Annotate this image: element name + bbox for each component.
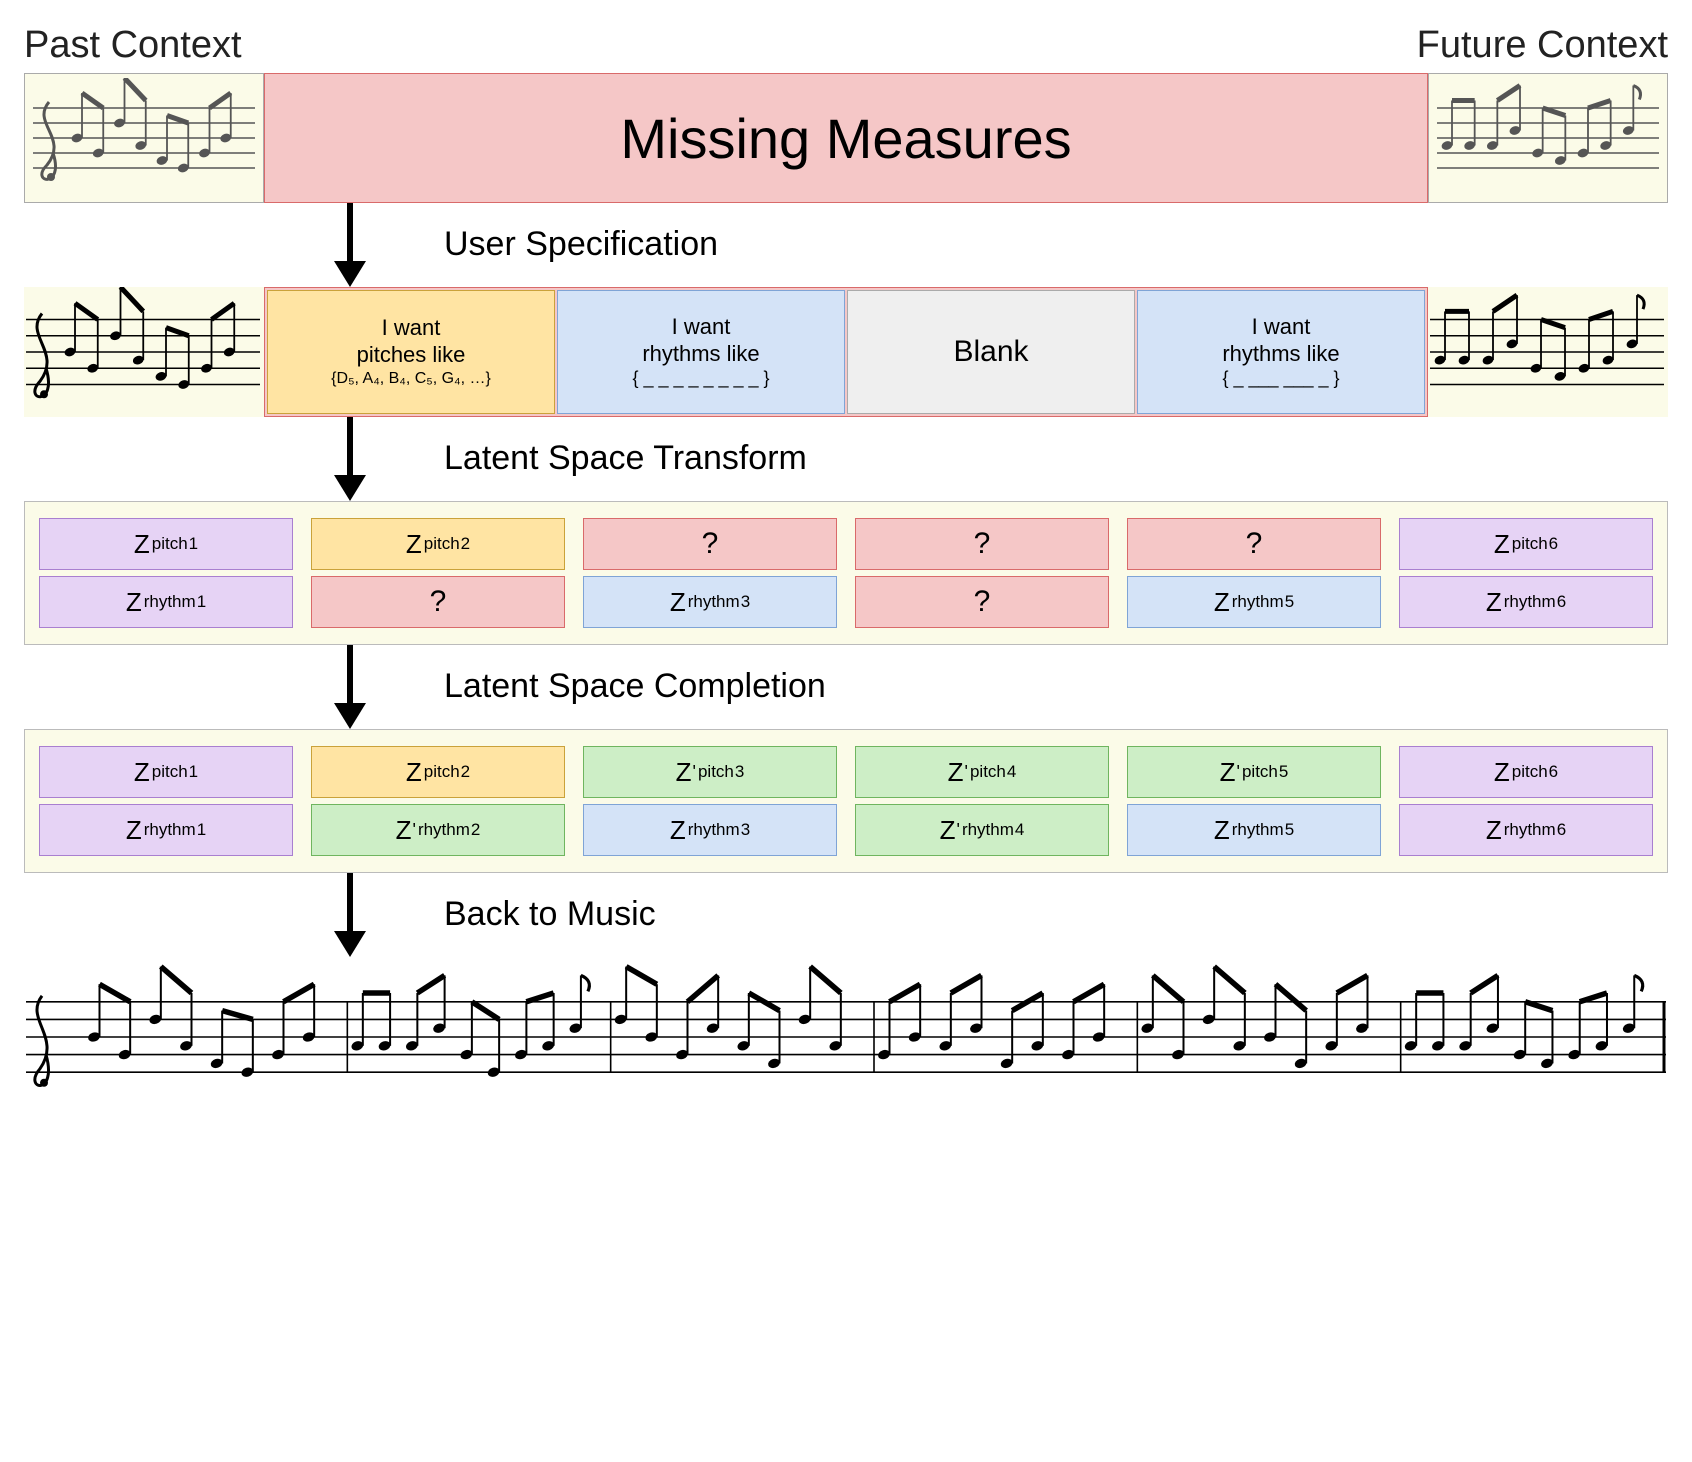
latent-transform-rhythm-row: Zrhythm1? Zrhythm3? Zrhythm5 Zrhythm6 (39, 576, 1653, 628)
z-rhythm-2: Z'rhythm2 (311, 804, 565, 856)
z-pitch-4: Z'pitch4 (855, 746, 1109, 798)
arrow-4-wrap: Back to Music (24, 873, 1668, 957)
z-rhythm-3: Zrhythm3 (583, 804, 837, 856)
z-rhythm-1: Zrhythm1 (39, 804, 293, 856)
spec-rhythm2-line1: I want (1252, 314, 1311, 341)
step-1-label: User Specification (444, 225, 718, 264)
z-rhythm-6: Zrhythm6 (1399, 576, 1653, 628)
past-context-score (24, 73, 264, 203)
z-rhythm-3: Zrhythm3 (583, 576, 837, 628)
z-unknown: ? (855, 576, 1109, 628)
latent-complete-rhythm-row: Zrhythm1 Z'rhythm2 Zrhythm3 Z'rhythm4 Zrhyth… (39, 804, 1653, 856)
z-unknown: ? (1127, 518, 1381, 570)
step-4-label: Back to Music (444, 895, 656, 934)
arrow-2-wrap: Latent Space Transform (24, 417, 1668, 501)
z-pitch-1: Zpitch1 (39, 518, 293, 570)
z-rhythm-1: Zrhythm1 (39, 576, 293, 628)
spec-rhythm2-box: I want rhythms like { _ ___ ___ _ } (1137, 290, 1425, 414)
staff-full-icon (24, 957, 1668, 1117)
row-1: Missing Measures (24, 73, 1668, 203)
z-pitch-5: Z'pitch5 (1127, 746, 1381, 798)
staff-future-icon (1435, 78, 1661, 198)
z-rhythm-6: Zrhythm6 (1399, 804, 1653, 856)
missing-measures-label: Missing Measures (620, 106, 1071, 171)
context-header: Past Context Future Context (24, 24, 1668, 67)
step-2-label: Latent Space Transform (444, 439, 807, 478)
z-pitch-2: Zpitch2 (311, 746, 565, 798)
z-unknown: ? (311, 576, 565, 628)
z-rhythm-5: Zrhythm5 (1127, 576, 1381, 628)
z-pitch-2: Zpitch2 (311, 518, 565, 570)
arrow-down-icon (334, 203, 366, 287)
latent-transform-pitch-row: Zpitch1 Zpitch2??? Zpitch6 (39, 518, 1653, 570)
latent-transform-panel: Zpitch1Zpitch2???Zpitch6 Zrhythm1?Zrhyth… (24, 501, 1668, 645)
staff-past (31, 78, 257, 198)
missing-measures-box: Missing Measures (264, 73, 1428, 203)
future-context-label: Future Context (1417, 24, 1668, 67)
row2-future-score (1428, 287, 1668, 417)
arrow-3-wrap: Latent Space Completion (24, 645, 1668, 729)
z-pitch-6: Zpitch6 (1399, 746, 1653, 798)
z-unknown: ? (855, 518, 1109, 570)
z-rhythm-4: Z'rhythm4 (855, 804, 1109, 856)
spec-rhythm2-line2: rhythms like (1222, 341, 1339, 368)
spec-blank-label: Blank (953, 334, 1028, 371)
arrow-down-icon (334, 417, 366, 501)
row-2: I want pitches like {D₅, A₄, B₄, C₅, G₄,… (24, 287, 1668, 417)
spec-pitch-line1: I want (382, 315, 441, 342)
spec-pitch-box: I want pitches like {D₅, A₄, B₄, C₅, G₄,… (267, 290, 555, 414)
spec-pitch-line2: pitches like (357, 342, 466, 369)
spec-pitch-set: {D₅, A₄, B₄, C₅, G₄, …} (331, 369, 491, 389)
step-3-label: Latent Space Completion (444, 667, 826, 706)
user-spec-container: I want pitches like {D₅, A₄, B₄, C₅, G₄,… (264, 287, 1428, 417)
spec-rhythm2-pat: { _ ___ ___ _ } (1222, 368, 1339, 390)
past-context-label: Past Context (24, 24, 242, 67)
spec-blank-box: Blank (847, 290, 1135, 414)
z-pitch-1: Zpitch1 (39, 746, 293, 798)
z-rhythm-5: Zrhythm5 (1127, 804, 1381, 856)
latent-complete-pitch-row: Zpitch1 Zpitch2 Z'pitch3 Z'pitch4 Z'pitch5 Zp… (39, 746, 1653, 798)
spec-rhythm1-line2: rhythms like (642, 341, 759, 368)
z-unknown: ? (583, 518, 837, 570)
arrow-1-wrap: User Specification (24, 203, 1668, 287)
spec-rhythm1-line1: I want (672, 314, 731, 341)
staff-row2-future-icon (1428, 287, 1666, 417)
future-context-score (1428, 73, 1668, 203)
staff-row2-past-icon (24, 287, 262, 417)
latent-complete-panel: Zpitch1 Zpitch2 Z'pitch3 Z'pitch4 Z'pitch5 Zp… (24, 729, 1668, 873)
spec-rhythm1-pat: { _ _ _ _ _ _ _ _ } (632, 368, 769, 390)
result-score (24, 957, 1668, 1117)
z-pitch-3: Z'pitch3 (583, 746, 837, 798)
arrow-down-icon (334, 873, 366, 957)
z-pitch-6: Zpitch6 (1399, 518, 1653, 570)
row2-past-score (24, 287, 264, 417)
arrow-down-icon (334, 645, 366, 729)
spec-rhythm1-box: I want rhythms like { _ _ _ _ _ _ _ _ } (557, 290, 845, 414)
